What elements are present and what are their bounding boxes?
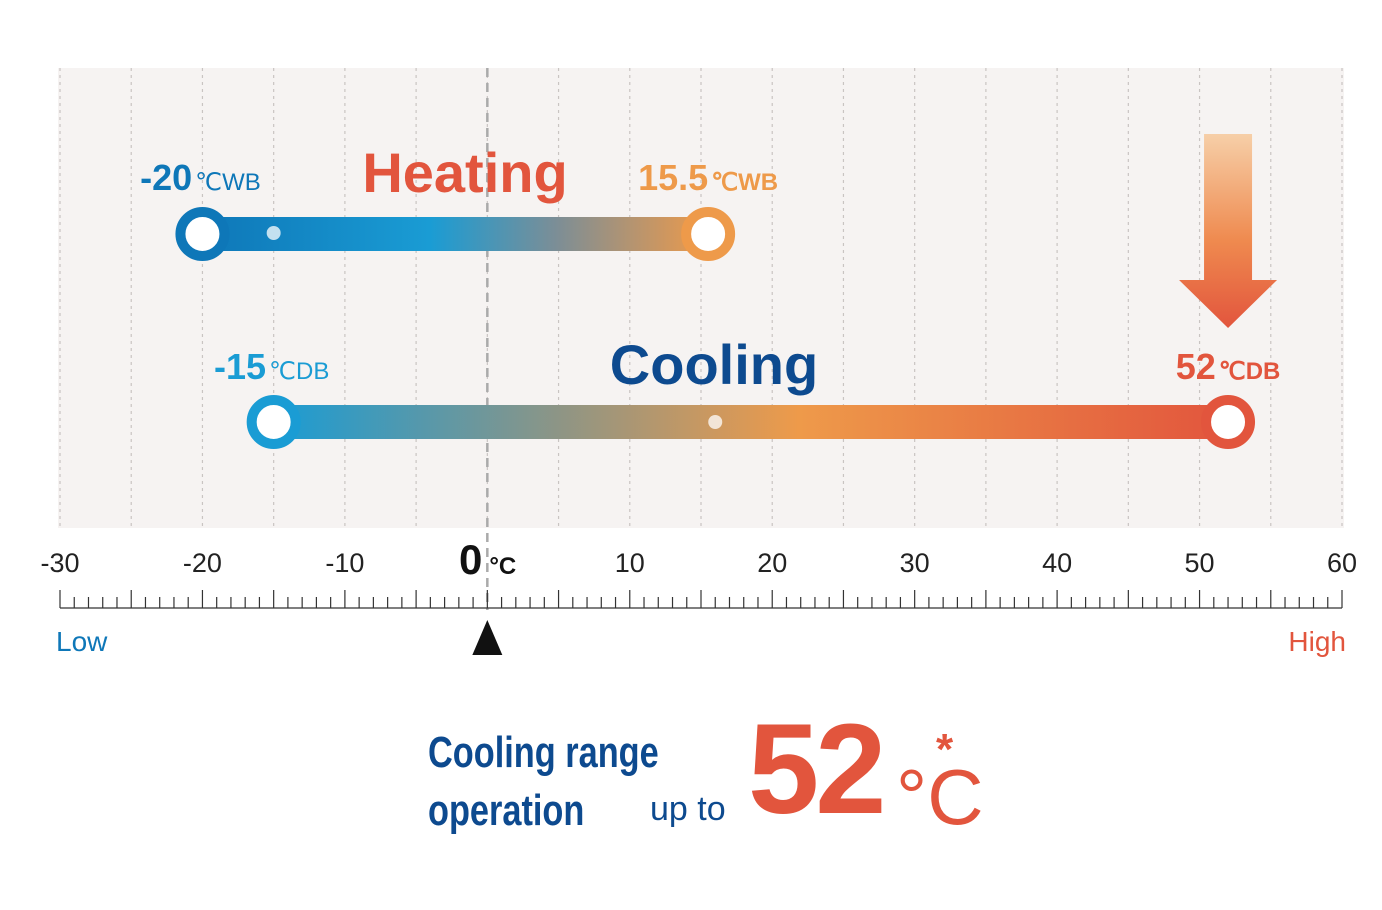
tick-label: -10 xyxy=(325,548,364,578)
cooling-min-value: -15 xyxy=(214,346,266,387)
grid-lines xyxy=(59,68,1343,610)
caption-unit: °C xyxy=(896,753,984,841)
cooling-title: Cooling xyxy=(610,333,818,396)
zero-marker-triangle xyxy=(472,620,503,655)
cooling-range: Cooling-15 ℃DB 52 ℃DB xyxy=(214,333,1281,449)
heating-min-unit: ℃WB xyxy=(195,169,261,196)
heating-max-label: 15.5 ℃WB xyxy=(638,157,778,198)
heating-min-value: -20 xyxy=(140,157,192,198)
tick-label: 10 xyxy=(615,548,645,578)
tick-label: -30 xyxy=(40,548,79,578)
cooling-max-value: 52 xyxy=(1176,346,1216,387)
heating-title: Heating xyxy=(362,141,567,204)
caption-up-to: up to xyxy=(650,790,726,828)
cooling-min-marker xyxy=(246,395,301,449)
tick-label: 40 xyxy=(1042,548,1072,578)
heating-min-label: -20 ℃WB xyxy=(140,157,261,198)
heating-mid-dot xyxy=(266,226,281,240)
cooling-bar xyxy=(273,405,1229,439)
cooling-min-unit: ℃DB xyxy=(269,358,329,385)
heating-range: Heating-20 ℃WB 15.5 ℃WB xyxy=(140,141,778,261)
tick-label: 30 xyxy=(900,548,930,578)
cooling-mid-dot xyxy=(708,415,723,429)
heating-max-unit: ℃WB xyxy=(711,169,778,196)
tick-label: -20 xyxy=(183,548,222,578)
caption-asterisk: * xyxy=(936,725,954,774)
tick-label: 50 xyxy=(1185,548,1215,578)
down-arrow-icon xyxy=(1179,134,1278,328)
arrow-shape xyxy=(1179,134,1278,328)
cooling-max-unit: ℃DB xyxy=(1219,358,1281,385)
caption-line-1: Cooling range xyxy=(428,728,659,777)
tick-label: 20 xyxy=(757,548,787,578)
cooling-max-marker xyxy=(1201,395,1256,449)
caption-line-2: operation xyxy=(428,786,585,835)
cooling-min-label: -15 ℃DB xyxy=(214,346,329,387)
axis-high-label: High xyxy=(1288,626,1346,657)
tick-label-zero-unit: °C xyxy=(489,553,516,580)
heating-max-value: 15.5 xyxy=(638,157,708,198)
axis-low-label: Low xyxy=(56,626,108,657)
tick-label-zero: 0 xyxy=(459,536,482,583)
caption-max-value: 52 xyxy=(748,698,886,841)
tick-label: 60 xyxy=(1327,548,1357,578)
heating-bar xyxy=(202,217,709,251)
plot-background xyxy=(58,68,1344,528)
cooling-max-label: 52 ℃DB xyxy=(1176,346,1281,387)
heating-min-marker xyxy=(175,207,230,261)
heating-max-marker xyxy=(681,207,736,261)
x-axis: -30 -20 -10 0 °C 10 20 30 40 50 60 Low High xyxy=(40,536,1357,657)
